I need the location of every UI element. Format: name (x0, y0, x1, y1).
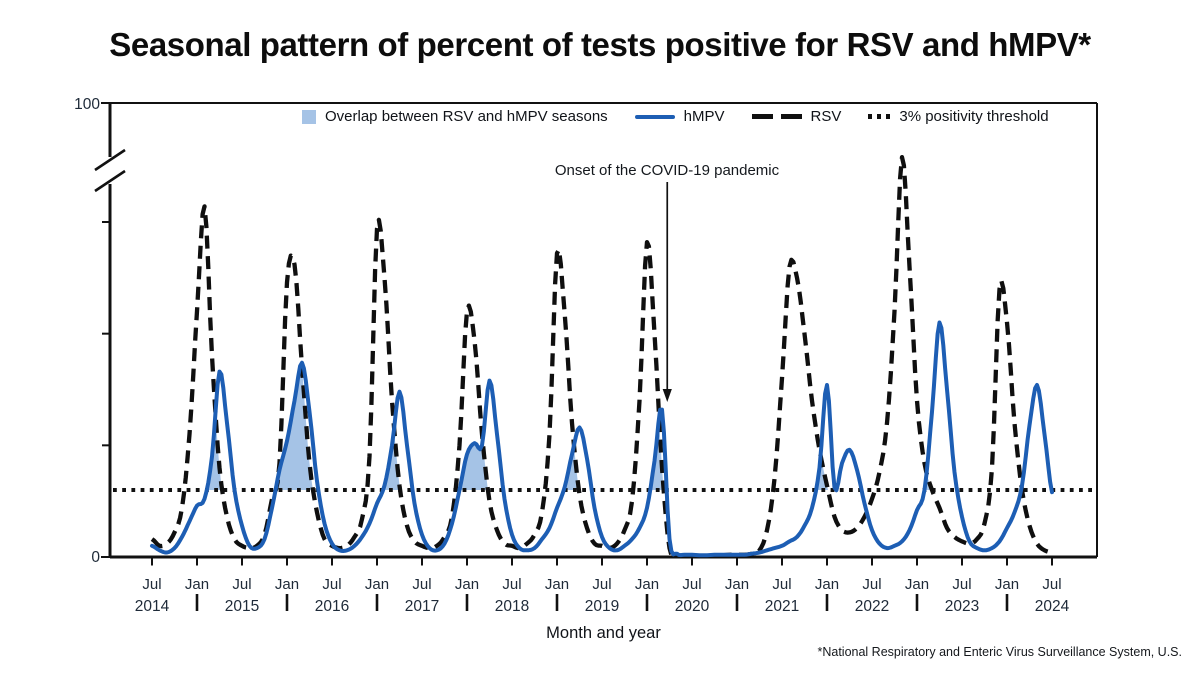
svg-text:100: 100 (74, 96, 100, 113)
overlap-swatch (302, 109, 316, 124)
svg-text:2023: 2023 (945, 598, 979, 615)
svg-text:2019: 2019 (585, 598, 619, 615)
legend-item-overlap: Overlap between RSV and hMPV seasons (302, 108, 608, 125)
threshold-dots-swatch (868, 114, 891, 119)
chart-title: Seasonal pattern of percent of tests pos… (109, 26, 1091, 63)
svg-text:Jul: Jul (1042, 576, 1061, 593)
svg-text:2017: 2017 (405, 598, 439, 615)
svg-text:2018: 2018 (495, 598, 529, 615)
y-axis-break (94, 148, 126, 193)
legend-item-hmpv: hMPV (634, 108, 725, 125)
svg-text:Jan: Jan (815, 576, 839, 593)
svg-text:Jul: Jul (412, 576, 431, 593)
svg-text:Jan: Jan (545, 576, 569, 593)
svg-text:Jan: Jan (185, 576, 209, 593)
svg-text:2014: 2014 (135, 598, 170, 615)
legend-label-rsv: RSV (810, 108, 842, 125)
svg-text:2016: 2016 (315, 598, 349, 615)
svg-text:Jan: Jan (275, 576, 299, 593)
legend-item-threshold: 3% positivity threshold (868, 108, 1049, 125)
svg-text:Jan: Jan (365, 576, 389, 593)
x-axis-ticks: Jul Jan Jul Jan Jul Jan Jul Jan Jul Jan Jul Jan Jul J… (135, 557, 1070, 615)
svg-text:2024: 2024 (1035, 598, 1070, 615)
svg-text:Jan: Jan (725, 576, 749, 593)
svg-text:Jul: Jul (862, 576, 881, 593)
svg-text:Jul: Jul (232, 576, 251, 593)
hmpv-line-swatch (634, 114, 675, 119)
plot-frame (108, 102, 1098, 559)
y-axis-ticks: 100 0 (74, 96, 110, 566)
svg-text:Jul: Jul (772, 576, 791, 593)
hmpv-curve (150, 320, 1054, 558)
svg-text:Jan: Jan (455, 576, 479, 593)
svg-text:Jul: Jul (142, 576, 161, 593)
covid-annotation-label: Onset of the COVID-19 pandemic (554, 162, 780, 179)
rsv-curve (150, 155, 1053, 559)
svg-text:Jan: Jan (905, 576, 929, 593)
legend-label-threshold: 3% positivity threshold (899, 108, 1049, 125)
legend-label-overlap: Overlap between RSV and hMPV seasons (325, 108, 608, 125)
footnote: *National Respiratory and Enteric Virus … (817, 645, 1182, 659)
svg-text:Jul: Jul (322, 576, 341, 593)
legend-label-hmpv: hMPV (683, 108, 725, 125)
rsv-dash-swatch (751, 114, 802, 119)
svg-text:Jan: Jan (995, 576, 1019, 593)
svg-text:2022: 2022 (855, 598, 889, 615)
svg-text:2015: 2015 (225, 598, 259, 615)
svg-text:Jul: Jul (682, 576, 701, 593)
svg-text:2020: 2020 (675, 598, 710, 615)
svg-text:Jul: Jul (502, 576, 521, 593)
legend-item-rsv: RSV (751, 108, 842, 125)
x-axis-title: Month and year (546, 624, 661, 642)
covid-arrow (662, 182, 672, 402)
svg-text:0: 0 (91, 549, 100, 566)
svg-text:2021: 2021 (765, 598, 799, 615)
svg-text:Jan: Jan (635, 576, 659, 593)
svg-text:Jul: Jul (952, 576, 971, 593)
svg-text:Jul: Jul (592, 576, 611, 593)
legend: Overlap between RSV and hMPV seasons hMP… (302, 108, 1049, 125)
